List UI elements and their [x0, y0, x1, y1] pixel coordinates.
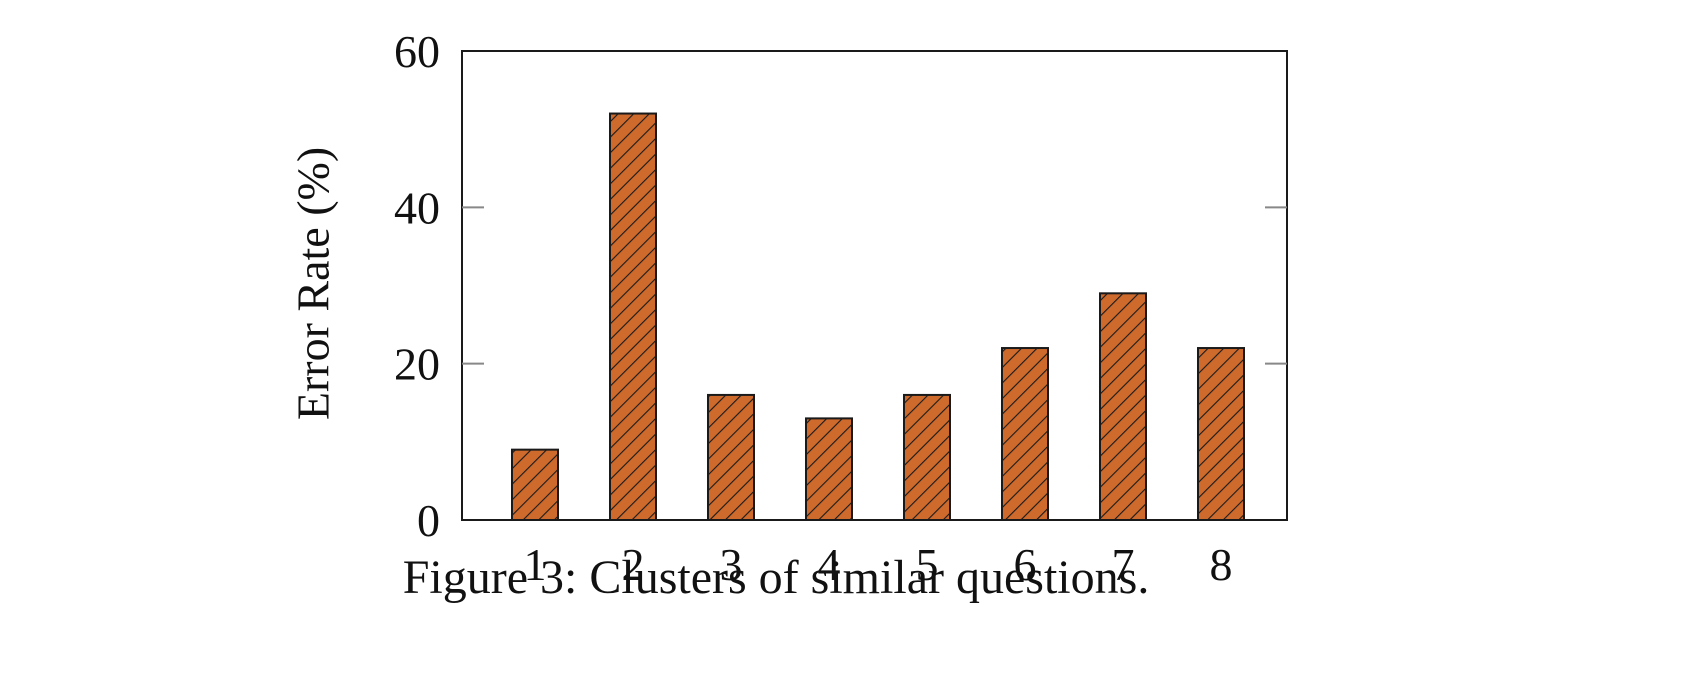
bar-3 [707, 393, 755, 521]
x-tick-label-8: 8 [1210, 539, 1233, 590]
bars-layer [511, 112, 1245, 522]
bar-4 [805, 417, 853, 521]
y-axis-label: Error Rate (%) [288, 147, 339, 420]
x-tick-label-7: 7 [1112, 539, 1135, 590]
y-tick-label-20: 20 [394, 339, 440, 390]
y-tick-label-60: 60 [394, 26, 440, 77]
x-tick-label-5: 5 [916, 539, 939, 590]
y-tick-label-0: 0 [417, 495, 440, 546]
x-ticks: 1 2 3 4 5 6 7 8 [524, 539, 1233, 590]
plot-frame [461, 50, 1288, 521]
bar-2 [609, 112, 657, 522]
figure-caption: Figure 3: Clusters of similar questions. [403, 551, 1150, 604]
bar-6 [1001, 347, 1049, 521]
bar-7 [1099, 292, 1147, 522]
x-tick-label-6: 6 [1014, 539, 1037, 590]
bar-8 [1197, 347, 1245, 521]
y-tick-label-40: 40 [394, 182, 440, 233]
x-tick-label-3: 3 [720, 539, 743, 590]
x-tick-label-2: 2 [622, 539, 645, 590]
bar-1 [511, 448, 559, 521]
x-tick-label-4: 4 [818, 539, 841, 590]
y-ticks: 0 20 40 60 [394, 26, 1287, 546]
bar-5 [903, 393, 951, 521]
plot-area: 0 20 40 60 1 2 3 4 5 6 7 8 [394, 26, 1288, 590]
x-tick-label-1: 1 [524, 539, 547, 590]
